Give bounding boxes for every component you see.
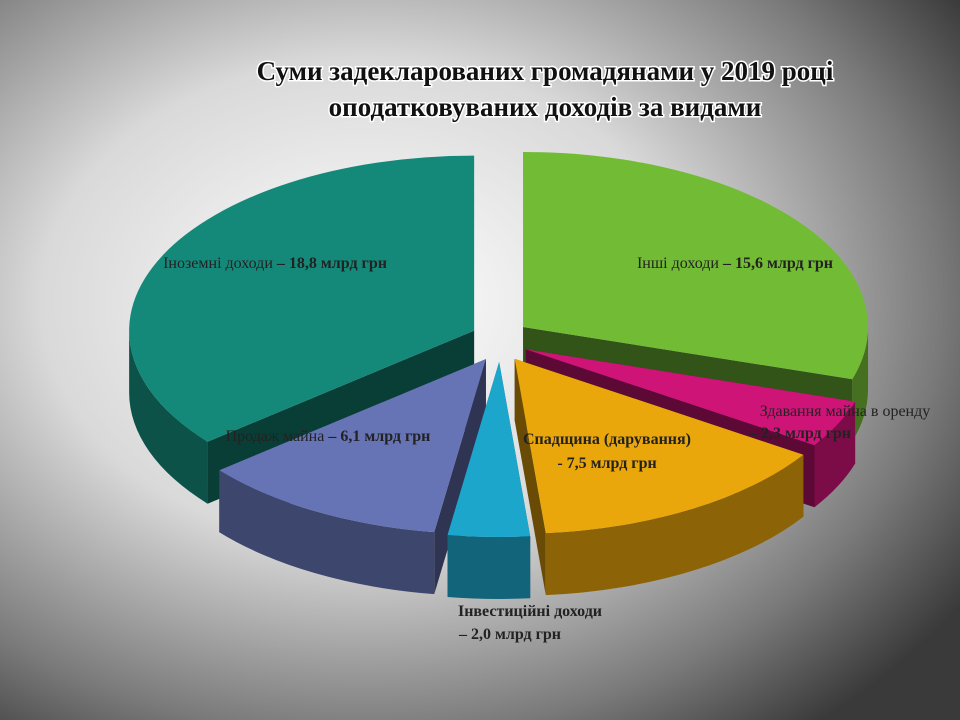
- slice: [129, 155, 475, 442]
- data-label: Продаж майна – 6,1 млрд грн: [226, 428, 431, 445]
- labels: Інші доходи – 15,6 млрд грн Здавання майна…: [163, 255, 930, 643]
- slice-side: [129, 330, 208, 504]
- slice-side: [447, 535, 531, 599]
- slice: [447, 361, 531, 537]
- slice-side: [852, 326, 869, 442]
- slice-side: [545, 454, 804, 596]
- slice-side: [219, 470, 435, 595]
- slice: [514, 358, 804, 534]
- data-label: Іноземні доходи – 18,8 млрд грн: [163, 255, 387, 272]
- value-label: – 18,8 млрд грн: [276, 255, 387, 272]
- category-label: Інвестиційні доходи: [458, 603, 602, 620]
- slice: [523, 151, 869, 380]
- slice-side: [434, 359, 486, 595]
- pie-tops: [129, 151, 869, 537]
- value-label: – 2,3 млрд грн: [748, 425, 851, 442]
- chart-title: оподатковуваних доходів за видами: [329, 92, 762, 122]
- data-label: Інші доходи – 15,6 млрд грн: [637, 255, 833, 272]
- category-label: Іноземні доходи: [163, 255, 273, 272]
- chart-title: Суми задекларованих громадянами у 2019 р…: [257, 56, 834, 86]
- category-label: Продаж майна: [226, 428, 325, 445]
- slice: [525, 349, 856, 446]
- value-label: – 6,1 млрд грн: [327, 428, 430, 445]
- value-label: - 7,5 млрд грн: [557, 455, 656, 472]
- value-label: – 15,6 млрд грн: [722, 255, 833, 272]
- slice: [219, 359, 486, 533]
- value-label: – 2,0 млрд грн: [458, 626, 561, 643]
- slice-side: [814, 401, 856, 508]
- category-label: Спадщина (дарування): [523, 431, 691, 448]
- category-label: Інші доходи: [637, 255, 719, 272]
- category-label: Здавання майна в оренду: [760, 403, 931, 420]
- slice-side: [514, 358, 546, 596]
